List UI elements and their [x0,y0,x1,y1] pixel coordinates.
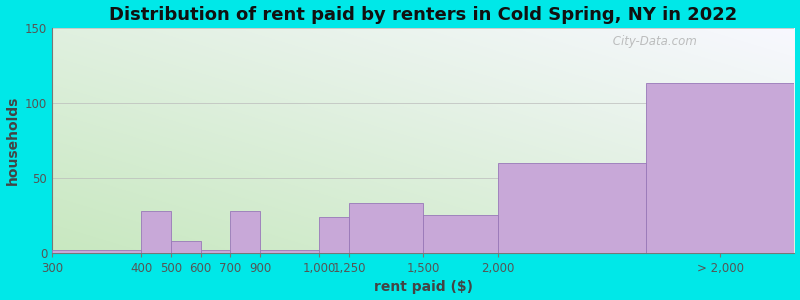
Title: Distribution of rent paid by renters in Cold Spring, NY in 2022: Distribution of rent paid by renters in … [110,6,738,24]
X-axis label: rent paid ($): rent paid ($) [374,280,473,294]
Bar [171,241,201,253]
Bar [230,211,260,253]
Bar [201,250,230,253]
Bar [646,83,794,253]
Bar [498,163,646,253]
Bar [423,215,498,253]
Y-axis label: households: households [6,96,19,185]
Bar [349,203,423,253]
Bar [260,250,319,253]
Bar [142,211,171,253]
Bar [52,250,142,253]
Text: City-Data.com: City-Data.com [609,34,697,48]
Bar [319,217,349,253]
